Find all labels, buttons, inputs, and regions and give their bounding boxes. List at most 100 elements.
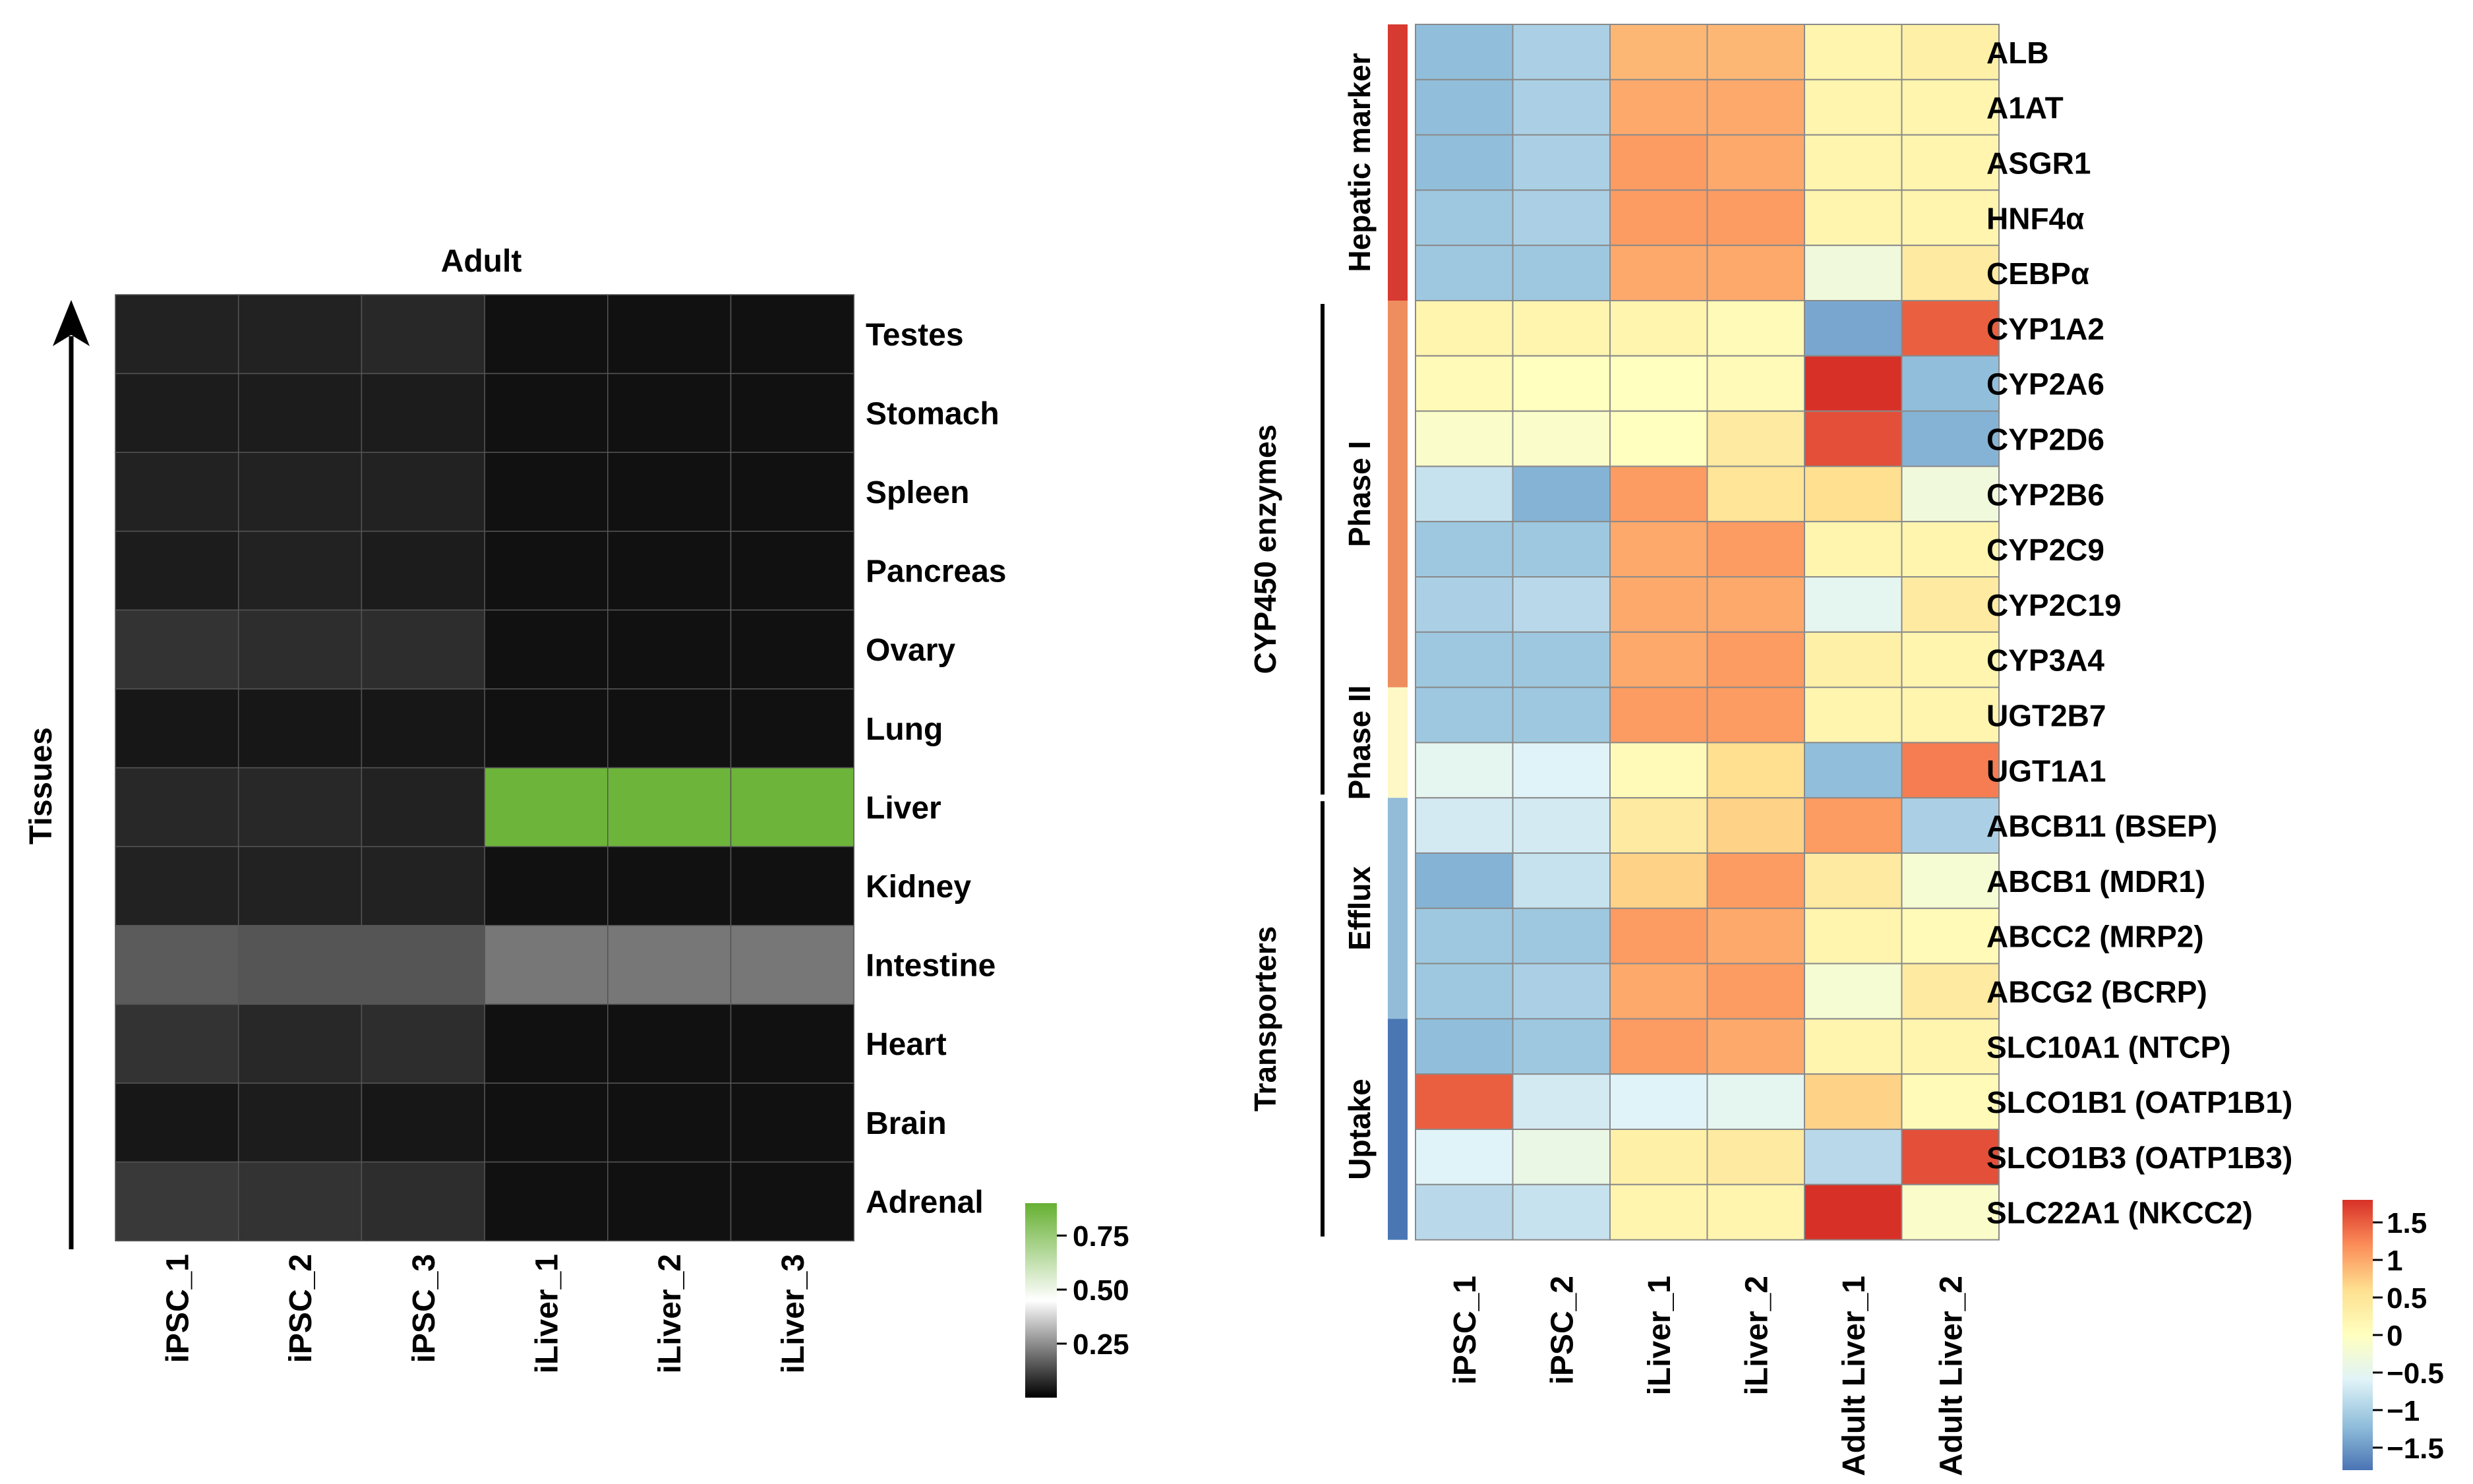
heatmap-cell-liver-ipsc-1 [115,767,239,847]
bracket-label-cyp450-enzymes: CYP450 enzymes [1248,425,1282,674]
heatmap-cell-a1at-ipsc-2 [1512,78,1611,136]
heatmap-cell-lung-ipsc-1 [115,688,239,769]
heatmap-cell-abcc2-mrp2-adult-liver-1 [1804,907,1903,965]
heatmap-cell-cyp2c19-iliver-2 [1706,576,1805,633]
left-colorbar [1025,1203,1057,1398]
heatmap-cell-hnf4-iliver-1 [1609,189,1708,247]
left-colorbar-ticks: 0.75 0.50 0.25 [1057,1220,1129,1361]
legend-tick-label: 1 [2387,1245,2402,1277]
heatmap-cell-asgr1-iliver-2 [1706,134,1805,191]
heatmap-cell-cyp3a4-adult-liver-2 [1901,631,2000,688]
heatmap-cell-cyp2c9-adult-liver-1 [1804,521,1903,578]
heatmap-cell-abcb1-mdr1-ipsc-1 [1415,852,1514,909]
legend-tick-label: 1.5 [2387,1207,2427,1239]
row-label-cyp2d6: CYP2D6 [1986,423,2104,457]
gene-row-labels: ALB A1AT ASGR1 HNF4α CEBPα CYP1A2 CYP2A6 CYP2D6… [1986,36,2292,1230]
row-label-cyp2c9: CYP2C9 [1986,533,2104,567]
heatmap-cell-liver-ipsc-2 [237,767,363,847]
row-label-cyp1a2: CYP1A2 [1986,312,2104,346]
heatmap-cell-slc22a1-nkcc2-ipsc-2 [1512,1183,1611,1241]
tissues-arrow-head [53,300,90,346]
heatmap-cell-cyp1a2-iliver-1 [1609,300,1708,357]
heatmap-cell-alb-ipsc-1 [1415,24,1514,80]
heatmap-cell-abcb11-bsep-iliver-1 [1609,797,1708,854]
heatmap-cell-cyp2d6-ipsc-2 [1512,410,1611,467]
row-annotation-labels: Hepatic marker Phase I Phase II Efflux Uptak… [1342,53,1377,1179]
heatmap-cell-hnf4-adult-liver-1 [1804,189,1903,247]
heatmap-cell-slc10a1-ntcp-ipsc-1 [1415,1018,1514,1075]
heatmap-cell-alb-ipsc-2 [1512,24,1611,80]
heatmap-cell-cyp2b6-adult-liver-2 [1901,465,2000,523]
heatmap-cell-ugt2b7-adult-liver-2 [1901,686,2000,744]
row-label-abcg2-bcrp: ABCG2 (BCRP) [1986,975,2207,1009]
heatmap-cell-slco1b1-oatp1b1-ipsc-2 [1512,1073,1611,1130]
heatmap-cell-spleen-ipsc-2 [237,452,363,532]
legend-tick-label: 0.50 [1073,1274,1129,1307]
heatmap-cell-slco1b1-oatp1b1-ipsc-1 [1415,1073,1514,1130]
heatmap-cell-cyp2a6-ipsc-2 [1512,355,1611,412]
row-label-adrenal: Adrenal [866,1185,984,1220]
tissue-heatmap-panel: Adult Testes Stomach Spleen Pancreas Ovary Lu… [24,244,1129,1398]
heatmap-cell-cyp2c9-ipsc-2 [1512,521,1611,578]
group-bar-phase-ii [1388,687,1408,798]
row-label-slc22a1-nkcc2: SLC22A1 (NKCC2) [1986,1196,2253,1230]
heatmap-cell-ugt1a1-iliver-2 [1706,742,1805,799]
row-label-heart: Heart [866,1027,947,1062]
heatmap-cell-cyp2c19-adult-liver-1 [1804,576,1903,633]
tissue-column-labels: iPSC_1 iPSC_2 iPSC_3 iLiver_1 iLiver_2 iLiver… [160,1254,810,1373]
heatmap-cell-testes-iliver-2 [607,294,732,374]
row-label-brain: Brain [866,1106,947,1141]
heatmap-cell-ovary-ipsc-2 [237,609,363,690]
heatmap-cell-abcc2-mrp2-ipsc-2 [1512,907,1611,965]
heatmap-cell-abcb11-bsep-adult-liver-2 [1901,797,2000,854]
row-label-cebp: CEBPα [1986,256,2089,291]
heatmap-cell-cebp-adult-liver-2 [1901,245,2000,302]
heatmap-cell-slc22a1-nkcc2-adult-liver-2 [1901,1183,2000,1241]
heatmap-cell-cyp2c9-iliver-1 [1609,521,1708,578]
heatmap-cell-spleen-ipsc-1 [115,452,239,532]
left-heatmap-title: Adult [441,244,522,279]
heatmap-cell-spleen-ipsc-3 [361,452,485,532]
row-label-cyp2c19: CYP2C19 [1986,588,2122,622]
group-label-hepatic-marker: Hepatic marker [1342,53,1377,272]
heatmap-cell-heart-ipsc-1 [115,1003,239,1084]
row-label-ovary: Ovary [866,633,955,668]
heatmap-cell-stomach-iliver-3 [730,372,854,453]
heatmap-cell-cyp2c9-adult-liver-2 [1901,521,2000,578]
heatmap-cell-slco1b3-oatp1b3-ipsc-1 [1415,1129,1514,1185]
row-label-cyp2a6: CYP2A6 [1986,367,2104,401]
group-label-efflux: Efflux [1342,866,1377,950]
heatmap-cell-hnf4-ipsc-1 [1415,189,1514,247]
heatmap-cell-hnf4-ipsc-2 [1512,189,1611,247]
row-label-ugt1a1: UGT1A1 [1986,754,2106,788]
column-label-iliver-1: iLiver_1 [529,1254,564,1373]
legend-tick-label: 0.5 [2387,1282,2427,1315]
column-label-ipsc-3: iPSC_3 [407,1254,442,1363]
row-label-ugt2b7: UGT2B7 [1986,699,2106,733]
heatmap-cell-abcb11-bsep-ipsc-2 [1512,797,1611,854]
heatmap-cell-cyp2b6-ipsc-2 [1512,465,1611,523]
gene-column-labels: iPSC_1 iPSC_2 iLiver_1 iLiver_2 Adult Liver_… [1448,1276,1969,1476]
heatmap-cell-cyp2b6-iliver-2 [1706,465,1805,523]
column-label-adult-liver-1: Adult Liver_1 [1837,1276,1872,1476]
heatmap-cell-adrenal-ipsc-3 [361,1161,485,1241]
heatmap-cell-slc10a1-ntcp-adult-liver-1 [1804,1018,1903,1075]
heatmap-cell-slco1b3-oatp1b3-iliver-2 [1706,1129,1805,1185]
heatmap-cell-ugt2b7-ipsc-1 [1415,686,1514,744]
heatmap-cell-asgr1-adult-liver-1 [1804,134,1903,191]
heatmap-cell-intestine-ipsc-1 [115,925,239,1005]
row-label-abcb1-mdr1: ABCB1 (MDR1) [1986,864,2205,899]
row-label-intestine: Intestine [866,949,996,984]
heatmap-cell-intestine-iliver-1 [484,925,609,1005]
heatmap-cell-intestine-iliver-3 [730,925,854,1005]
heatmap-cell-abcb1-mdr1-iliver-1 [1609,852,1708,909]
outer-group-brackets: CYP450 enzymes Transporters [1248,304,1325,1237]
heatmap-cell-pancreas-iliver-1 [484,531,609,611]
column-label-adult-liver-2: Adult Liver_2 [1934,1276,1969,1476]
tissue-row-labels: Testes Stomach Spleen Pancreas Ovary Lung Live… [866,318,1007,1220]
heatmap-cell-abcg2-bcrp-adult-liver-2 [1901,963,2000,1020]
heatmap-cell-cyp2a6-adult-liver-2 [1901,355,2000,412]
gene-expression-heatmap-panel: Hepatic marker Phase I Phase II Efflux Uptak… [1248,24,2444,1476]
heatmap-cell-alb-iliver-2 [1706,24,1805,80]
heatmap-cell-cyp2c19-iliver-1 [1609,576,1708,633]
